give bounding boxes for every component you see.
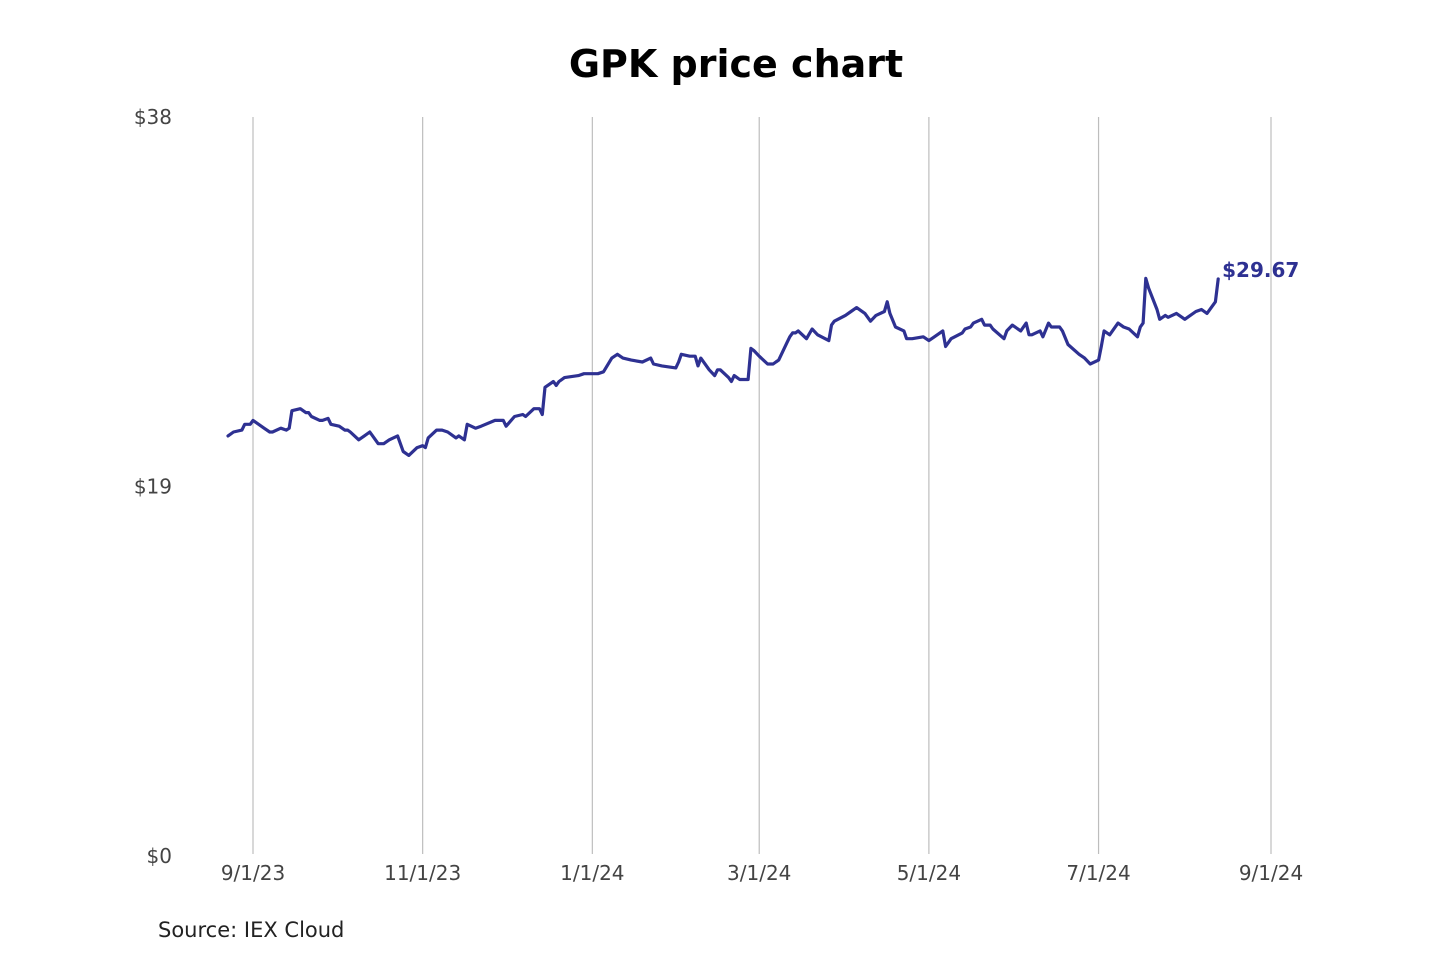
x-tick-label: 9/1/24 bbox=[1239, 861, 1303, 885]
x-tick-label: 7/1/24 bbox=[1066, 861, 1130, 885]
y-axis-ticks: $0 $19 $38 bbox=[134, 105, 172, 868]
x-tick-label: 11/1/23 bbox=[384, 861, 461, 885]
chart-title: GPK price chart bbox=[568, 42, 904, 86]
x-tick-label: 3/1/24 bbox=[727, 861, 791, 885]
y-tick-label: $19 bbox=[134, 475, 172, 499]
y-tick-label: $38 bbox=[134, 105, 172, 129]
end-label-group: $29.67 bbox=[1222, 258, 1299, 282]
gridlines bbox=[252, 117, 1272, 854]
x-tick-label: 1/1/24 bbox=[560, 861, 624, 885]
source-note: Source: IEX Cloud bbox=[158, 918, 345, 942]
x-tick-label: 9/1/23 bbox=[221, 861, 285, 885]
y-tick-label: $0 bbox=[147, 844, 172, 868]
last-price-label: $29.67 bbox=[1222, 258, 1299, 282]
price-line bbox=[226, 276, 1220, 457]
x-axis-ticks: 9/1/23 11/1/23 1/1/24 3/1/24 5/1/24 7/1/24 9/1… bbox=[221, 861, 1303, 885]
x-tick-label: 5/1/24 bbox=[897, 861, 961, 885]
price-series bbox=[226, 276, 1220, 457]
